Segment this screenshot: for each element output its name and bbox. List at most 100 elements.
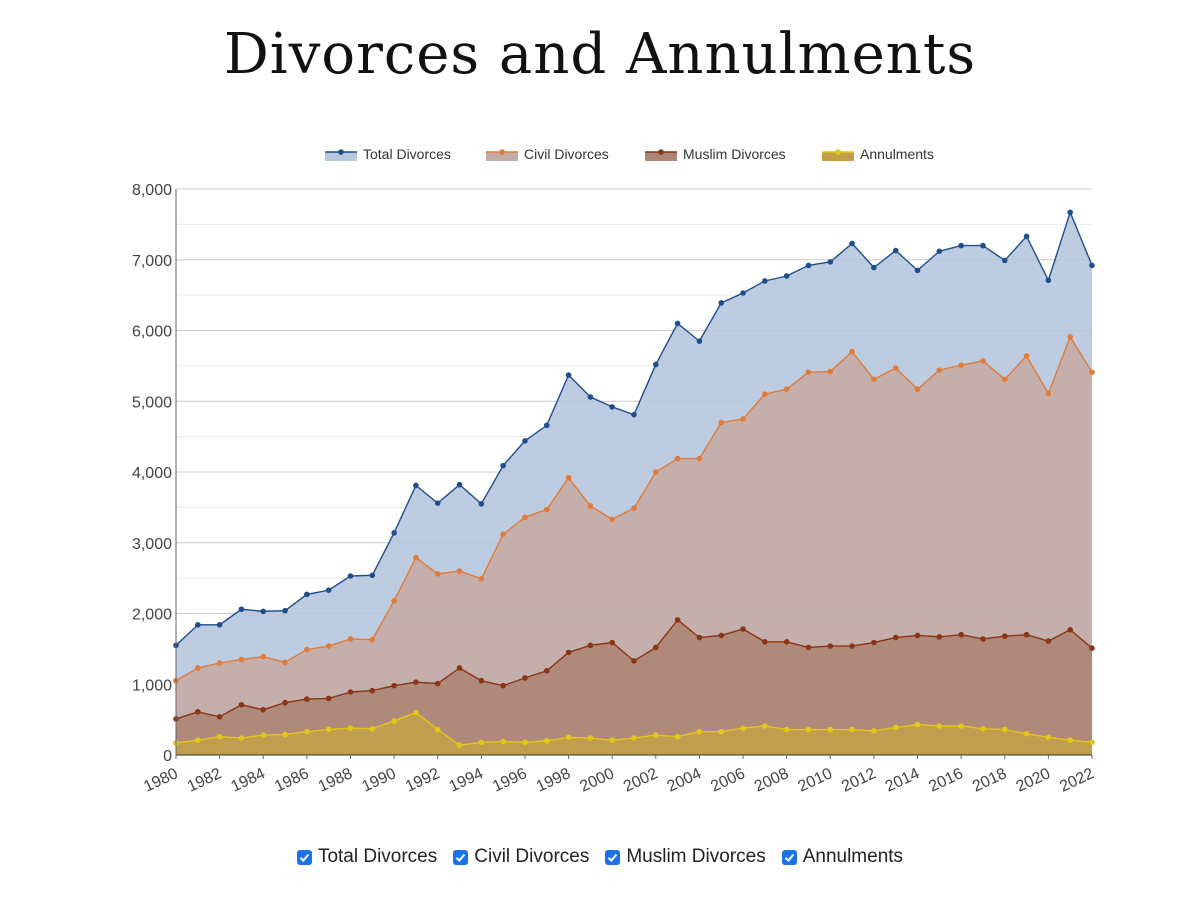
point-civil-divorces[interactable] [565, 474, 572, 481]
point-muslim-divorces[interactable] [653, 644, 659, 651]
point-total-divorces[interactable] [325, 587, 332, 593]
point-total-divorces[interactable] [871, 264, 877, 271]
point-civil-divorces[interactable] [871, 376, 877, 383]
point-annulments[interactable] [587, 735, 594, 741]
point-muslim-divorces[interactable] [871, 639, 877, 646]
point-civil-divorces[interactable] [216, 660, 223, 666]
checkbox-checked-icon[interactable] [781, 849, 797, 865]
point-total-divorces[interactable] [653, 361, 659, 368]
point-muslim-divorces[interactable] [980, 636, 986, 642]
toggle-muslim-divorces[interactable]: Muslim Divorces [605, 846, 766, 868]
point-civil-divorces[interactable] [958, 362, 964, 368]
point-civil-divorces[interactable] [304, 646, 310, 653]
point-annulments[interactable] [914, 721, 921, 728]
point-annulments[interactable] [849, 726, 855, 733]
point-total-divorces[interactable] [1045, 277, 1052, 284]
point-muslim-divorces[interactable] [1001, 633, 1008, 639]
point-muslim-divorces[interactable] [914, 632, 921, 639]
point-annulments[interactable] [304, 728, 310, 735]
point-civil-divorces[interactable] [783, 386, 790, 393]
point-annulments[interactable] [740, 725, 746, 731]
point-annulments[interactable] [805, 726, 812, 733]
point-civil-divorces[interactable] [1067, 334, 1073, 340]
point-total-divorces[interactable] [195, 622, 201, 628]
point-annulments[interactable] [1001, 726, 1008, 733]
point-total-divorces[interactable] [609, 404, 615, 410]
point-total-divorces[interactable] [500, 462, 506, 469]
point-total-divorces[interactable] [565, 372, 572, 378]
point-annulments[interactable] [260, 732, 267, 738]
point-civil-divorces[interactable] [195, 665, 201, 671]
legend-item-civil-divorces[interactable]: Civil Divorces [486, 146, 609, 162]
point-annulments[interactable] [827, 726, 834, 733]
point-total-divorces[interactable] [413, 482, 419, 489]
point-total-divorces[interactable] [805, 262, 812, 269]
point-civil-divorces[interactable] [609, 516, 615, 523]
point-muslim-divorces[interactable] [892, 634, 899, 641]
point-muslim-divorces[interactable] [718, 632, 725, 639]
point-civil-divorces[interactable] [631, 505, 637, 511]
point-annulments[interactable] [783, 726, 790, 733]
point-total-divorces[interactable] [936, 248, 943, 255]
point-annulments[interactable] [696, 728, 703, 735]
point-annulments[interactable] [631, 735, 637, 741]
point-annulments[interactable] [609, 737, 615, 743]
point-annulments[interactable] [936, 723, 943, 729]
point-annulments[interactable] [369, 726, 376, 732]
point-annulments[interactable] [238, 735, 245, 741]
point-annulments[interactable] [1023, 730, 1030, 737]
point-annulments[interactable] [347, 725, 354, 731]
point-total-divorces[interactable] [347, 573, 354, 579]
point-muslim-divorces[interactable] [762, 639, 768, 645]
point-muslim-divorces[interactable] [304, 696, 310, 702]
point-total-divorces[interactable] [1067, 209, 1073, 216]
point-civil-divorces[interactable] [827, 368, 834, 375]
point-total-divorces[interactable] [587, 394, 594, 400]
legend-item-annulments[interactable]: Annulments [822, 146, 934, 162]
point-total-divorces[interactable] [958, 242, 964, 249]
point-total-divorces[interactable] [696, 338, 703, 344]
point-muslim-divorces[interactable] [434, 680, 441, 687]
point-annulments[interactable] [871, 728, 877, 734]
point-muslim-divorces[interactable] [195, 709, 201, 715]
point-civil-divorces[interactable] [674, 455, 681, 462]
point-muslim-divorces[interactable] [1045, 638, 1052, 644]
point-total-divorces[interactable] [391, 530, 397, 536]
point-civil-divorces[interactable] [587, 503, 594, 509]
point-total-divorces[interactable] [238, 606, 245, 613]
point-annulments[interactable] [718, 728, 725, 735]
toggle-civil-divorces[interactable]: Civil Divorces [453, 846, 589, 868]
point-total-divorces[interactable] [1001, 257, 1008, 264]
point-total-divorces[interactable] [282, 607, 288, 614]
point-total-divorces[interactable] [631, 411, 637, 418]
point-annulments[interactable] [543, 738, 550, 744]
point-annulments[interactable] [216, 733, 223, 740]
point-civil-divorces[interactable] [500, 531, 506, 538]
point-total-divorces[interactable] [1089, 262, 1095, 269]
point-muslim-divorces[interactable] [783, 639, 790, 645]
point-civil-divorces[interactable] [434, 571, 441, 577]
point-civil-divorces[interactable] [282, 659, 288, 666]
point-total-divorces[interactable] [1023, 233, 1030, 240]
point-muslim-divorces[interactable] [696, 634, 703, 641]
point-muslim-divorces[interactable] [936, 634, 943, 640]
point-civil-divorces[interactable] [762, 391, 768, 397]
point-muslim-divorces[interactable] [478, 677, 485, 684]
toggle-total-divorces[interactable]: Total Divorces [296, 846, 437, 868]
point-muslim-divorces[interactable] [805, 644, 812, 651]
point-muslim-divorces[interactable] [587, 642, 594, 649]
legend-item-total-divorces[interactable]: Total Divorces [325, 146, 451, 162]
point-muslim-divorces[interactable] [369, 687, 376, 694]
point-total-divorces[interactable] [762, 278, 768, 284]
point-annulments[interactable] [195, 737, 201, 743]
point-civil-divorces[interactable] [1045, 390, 1052, 397]
point-muslim-divorces[interactable] [609, 639, 615, 646]
point-civil-divorces[interactable] [1001, 376, 1008, 383]
point-civil-divorces[interactable] [478, 576, 485, 582]
point-muslim-divorces[interactable] [500, 682, 506, 689]
point-annulments[interactable] [980, 726, 986, 732]
point-annulments[interactable] [413, 709, 419, 716]
point-muslim-divorces[interactable] [631, 658, 637, 664]
point-civil-divorces[interactable] [260, 653, 267, 660]
point-civil-divorces[interactable] [238, 656, 245, 663]
